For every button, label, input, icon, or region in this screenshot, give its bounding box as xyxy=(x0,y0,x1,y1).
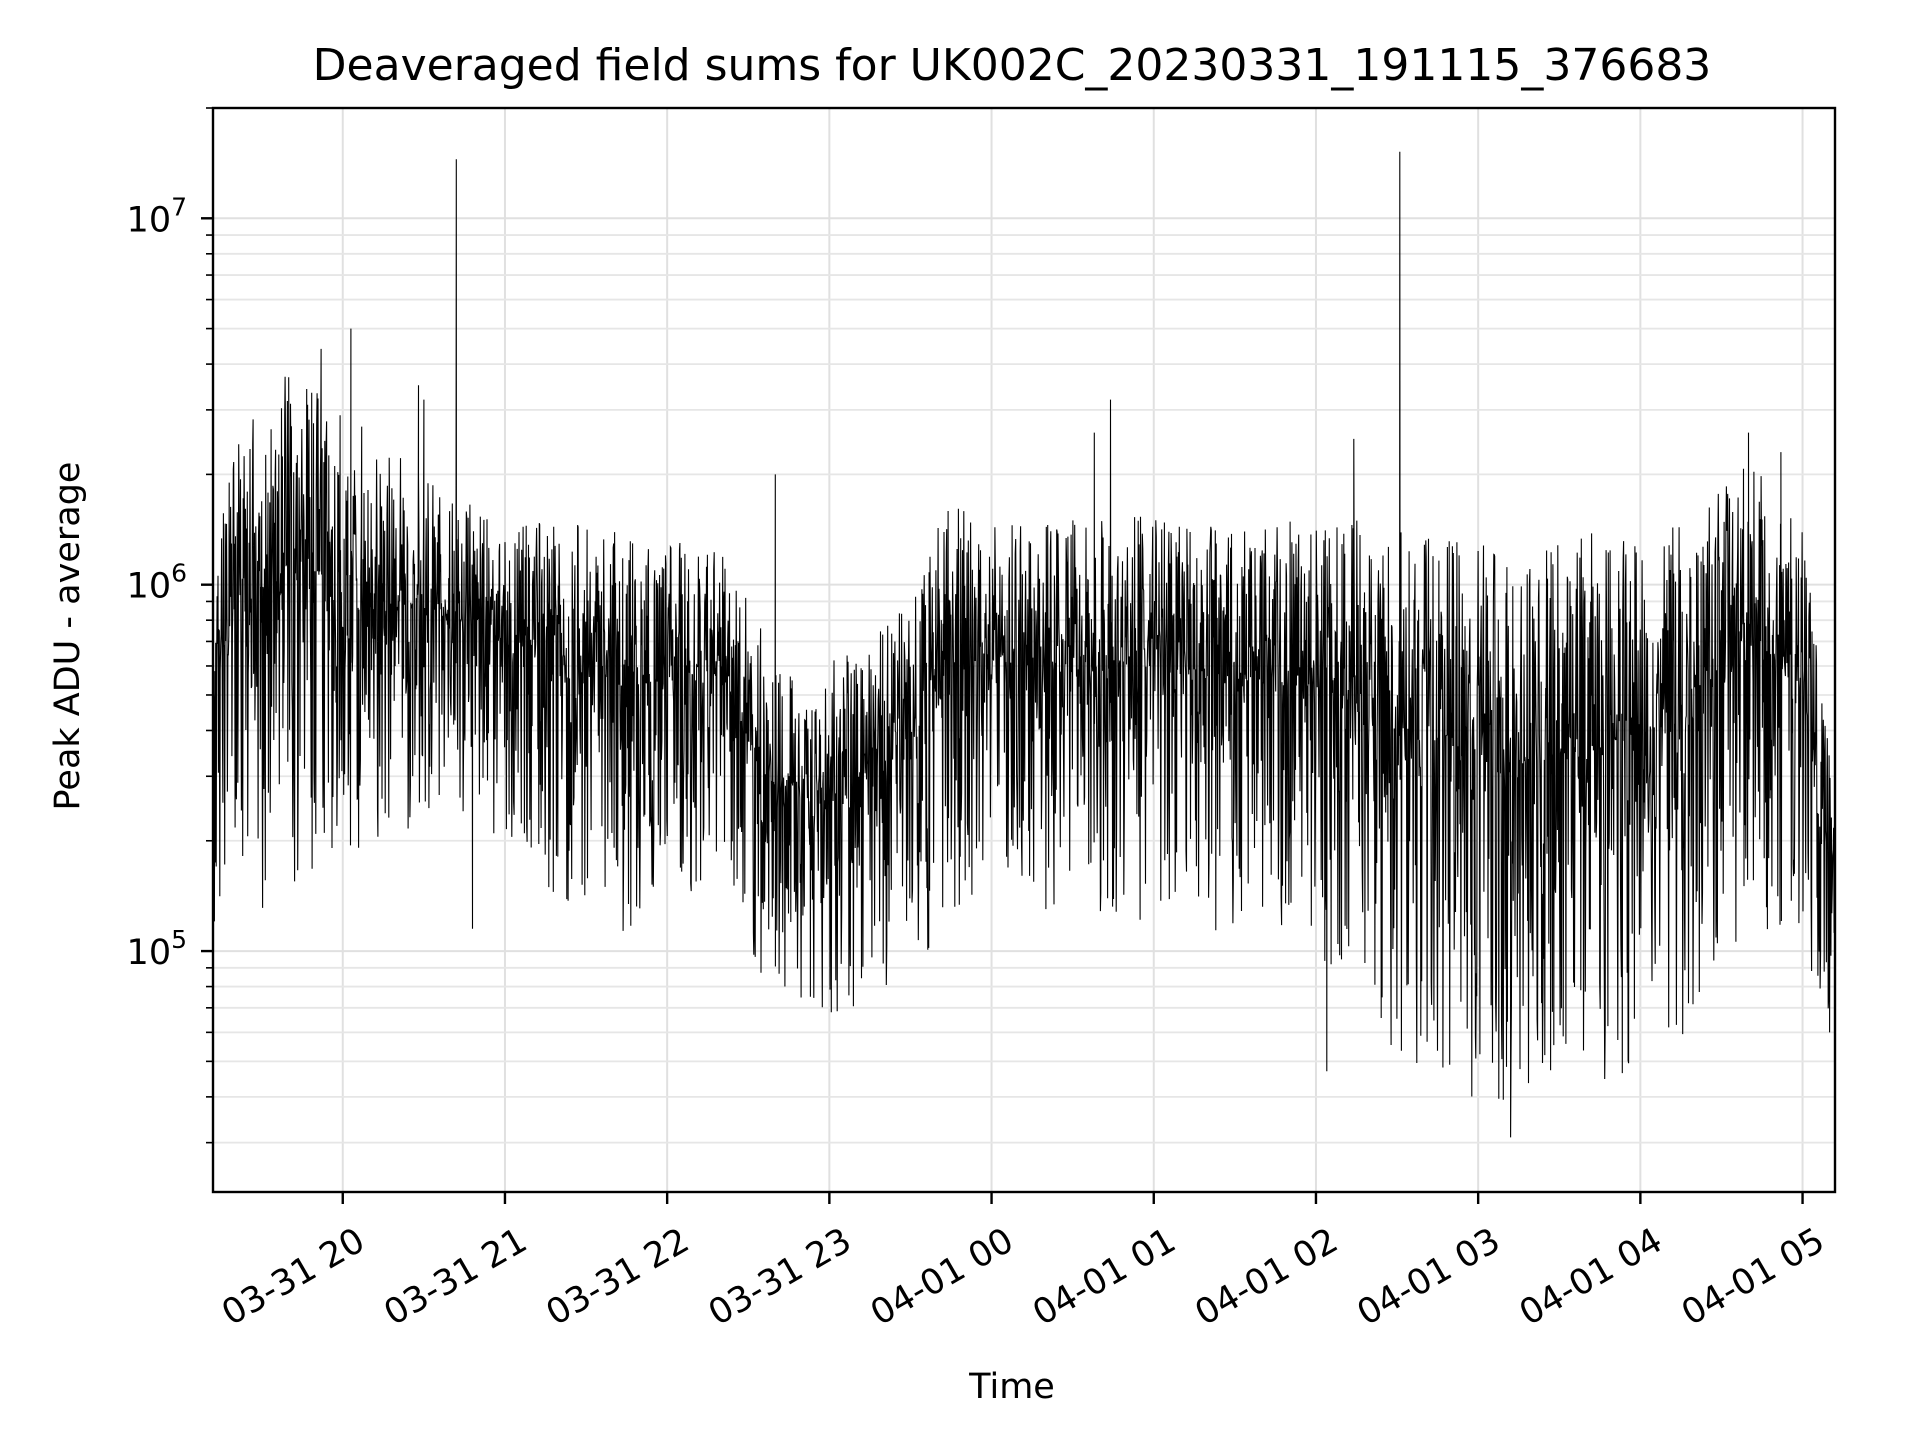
y-tick-base: 10 xyxy=(127,200,172,240)
y-tick-exponent: 5 xyxy=(171,925,187,954)
y-tick-base: 10 xyxy=(127,933,172,973)
y-tick-label: 106 xyxy=(127,559,187,607)
y-tick-label: 107 xyxy=(127,192,187,240)
data-series xyxy=(213,151,1835,1138)
y-tick-label: 105 xyxy=(127,925,187,973)
y-tick-base: 10 xyxy=(127,567,172,607)
plot-frame xyxy=(211,106,1837,1194)
chart-title: Deaveraged field sums for UK002C_2023033… xyxy=(313,40,1712,91)
y-tick-exponent: 7 xyxy=(171,192,187,221)
x-axis-label: Time xyxy=(968,1367,1055,1407)
y-axis-label: Peak ADU - average xyxy=(48,462,88,811)
y-tick-exponent: 6 xyxy=(171,559,187,588)
series-line xyxy=(213,151,1835,1138)
